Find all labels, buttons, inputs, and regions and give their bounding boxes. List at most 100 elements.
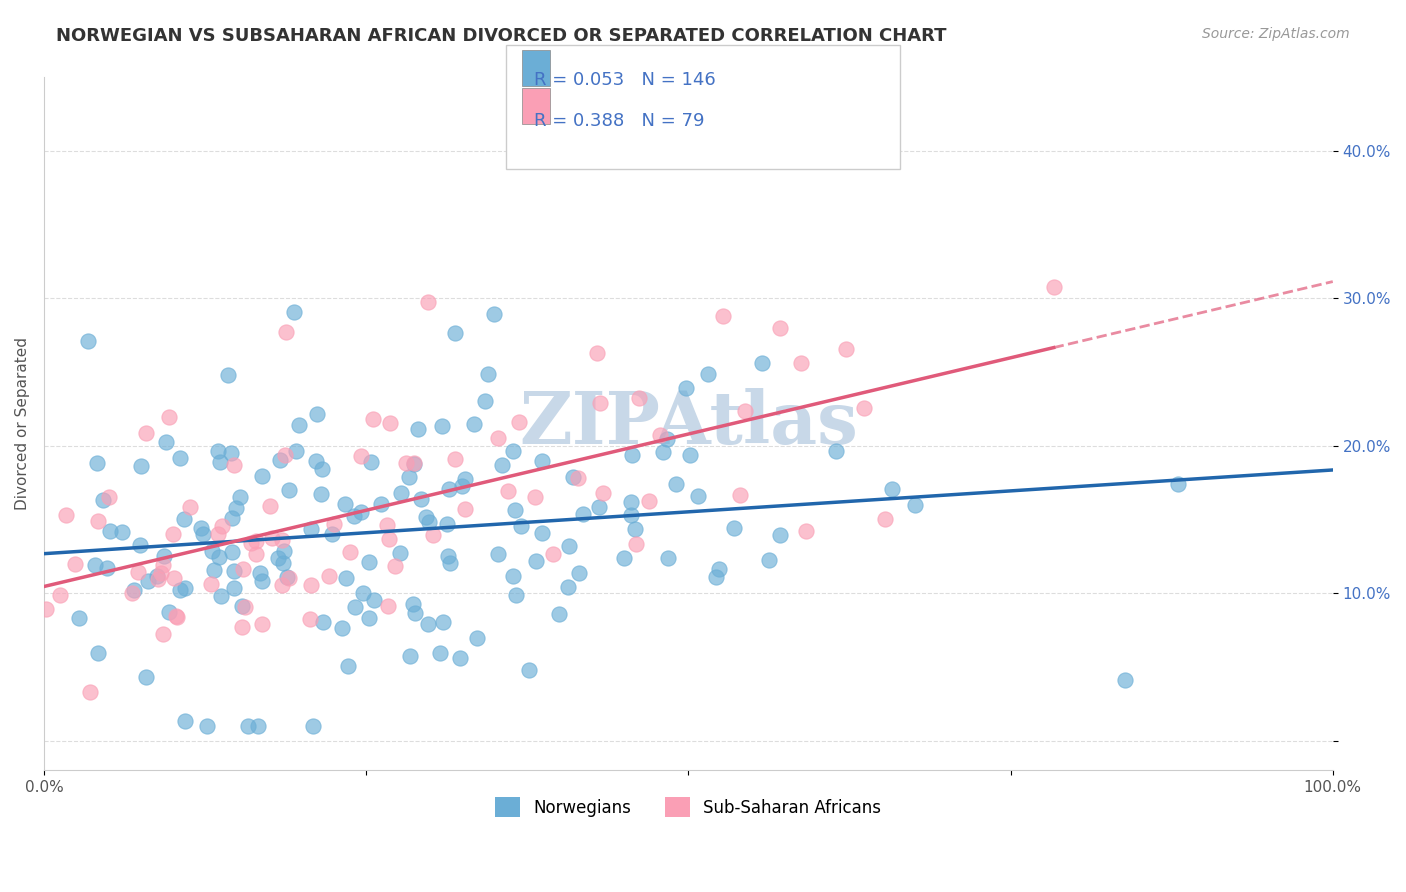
Point <box>524 491 547 505</box>
Point <box>231 620 253 634</box>
Point <box>302 719 325 733</box>
Point <box>402 597 425 611</box>
Point <box>298 612 321 626</box>
Point <box>121 586 143 600</box>
Point <box>222 564 245 578</box>
Point <box>252 617 274 632</box>
Point <box>91 493 114 508</box>
Point <box>477 367 499 381</box>
Point <box>322 517 344 532</box>
Point <box>122 582 145 597</box>
Point <box>825 444 848 458</box>
Point <box>361 412 384 426</box>
Point <box>269 453 291 467</box>
Point <box>730 487 752 501</box>
Point <box>209 589 232 603</box>
Point <box>429 646 451 660</box>
Point <box>169 450 191 465</box>
Legend: Norwegians, Sub-Saharan Africans: Norwegians, Sub-Saharan Africans <box>489 790 889 824</box>
Point <box>79 685 101 699</box>
Point <box>284 443 307 458</box>
Point <box>415 509 437 524</box>
Point <box>613 551 636 566</box>
Point <box>207 444 229 458</box>
Point <box>437 482 460 496</box>
Point <box>707 562 730 576</box>
Point <box>233 600 256 615</box>
Point <box>236 719 259 733</box>
Point <box>299 578 322 592</box>
Point <box>624 522 647 536</box>
Point <box>704 570 727 584</box>
Point <box>769 527 792 541</box>
Point <box>67 611 90 625</box>
Point <box>239 536 262 550</box>
Point <box>150 566 173 580</box>
Point <box>648 428 671 442</box>
Point <box>191 526 214 541</box>
Point <box>723 521 745 535</box>
Point <box>450 479 472 493</box>
Point <box>96 561 118 575</box>
Point <box>311 462 333 476</box>
Point <box>155 435 177 450</box>
Point <box>675 381 697 395</box>
Point <box>655 432 678 446</box>
Point <box>463 417 485 431</box>
Point <box>409 491 432 506</box>
Text: ZIPAtlas: ZIPAtlas <box>519 388 858 459</box>
Point <box>651 444 673 458</box>
Point <box>873 512 896 526</box>
Point <box>222 581 245 595</box>
Point <box>225 500 247 515</box>
Point <box>665 477 688 491</box>
Point <box>343 508 366 523</box>
Point <box>1114 673 1136 688</box>
Point <box>232 562 254 576</box>
Point <box>620 508 643 522</box>
Point <box>688 489 710 503</box>
Point <box>880 482 903 496</box>
Point <box>503 503 526 517</box>
Point <box>136 574 159 589</box>
Point <box>148 572 170 586</box>
Point <box>502 443 524 458</box>
Point <box>179 500 201 515</box>
Point <box>541 547 564 561</box>
Point <box>904 499 927 513</box>
Point <box>195 719 218 733</box>
Point <box>484 307 506 321</box>
Point <box>586 345 609 359</box>
Point <box>307 407 329 421</box>
Point <box>751 356 773 370</box>
Point <box>697 367 720 381</box>
Point <box>357 555 380 569</box>
Point <box>87 514 110 528</box>
Point <box>98 524 121 539</box>
Point <box>404 606 426 620</box>
Point <box>350 449 373 463</box>
Point <box>135 670 157 684</box>
Point <box>278 483 301 497</box>
Point <box>260 531 283 545</box>
Point <box>363 593 385 607</box>
Point <box>165 608 187 623</box>
Point <box>330 621 353 635</box>
Point <box>229 490 252 504</box>
Point <box>395 456 418 470</box>
Point <box>343 599 366 614</box>
Point <box>638 494 661 508</box>
Point <box>211 519 233 533</box>
Point <box>530 454 553 468</box>
Point <box>548 607 571 621</box>
Point <box>443 452 465 467</box>
Point <box>491 458 513 472</box>
Point <box>84 558 107 573</box>
Point <box>86 647 108 661</box>
Point <box>245 547 267 561</box>
Point <box>557 539 579 553</box>
Point <box>1042 279 1064 293</box>
Point <box>378 416 401 430</box>
Text: NORWEGIAN VS SUBSAHARAN AFRICAN DIVORCED OR SEPARATED CORRELATION CHART: NORWEGIAN VS SUBSAHARAN AFRICAN DIVORCED… <box>56 27 946 45</box>
Point <box>98 490 121 504</box>
